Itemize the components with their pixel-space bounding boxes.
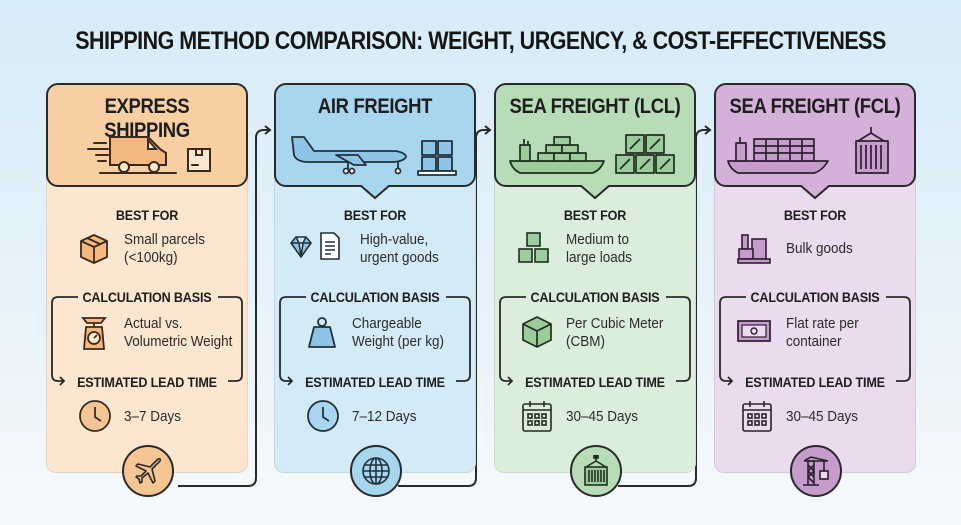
best-for-text-line1: Small parcels [124, 232, 205, 248]
method-name: SEA FREIGHT (FCL) [729, 95, 901, 118]
method-card-express-shipping: EXPRESS SHIPPING BEST FOR [46, 83, 248, 497]
calculation-basis-label: CALCULATION BASIS [82, 289, 212, 305]
card-header: AIR FREIGHT [274, 83, 476, 187]
globe-icon [362, 457, 390, 485]
best-for-text-line1: High-value, [360, 232, 429, 248]
best-for-label: BEST FOR [115, 207, 179, 223]
method-name: AIR FREIGHT [317, 95, 433, 118]
calendar-icon [522, 401, 552, 432]
weight-icon [308, 317, 336, 348]
header-pointer [800, 185, 830, 200]
lead-time-label: ESTIMATED LEAD TIME [745, 374, 885, 390]
calculation-basis-label: CALCULATION BASIS [310, 289, 440, 305]
method-badge [570, 445, 622, 497]
best-for-text-line2: urgent goods [360, 250, 439, 266]
cardboard-box-icon [80, 234, 108, 264]
best-for-label: BEST FOR [783, 207, 847, 223]
clock-icon [307, 400, 339, 432]
lead-time-label: ESTIMATED LEAD TIME [525, 374, 665, 390]
stacked-boxes-icon [518, 232, 549, 263]
airplane-icon [135, 457, 162, 484]
delivery-van-icon [87, 136, 211, 174]
calculation-basis-text-line1: Chargeable [352, 316, 422, 332]
calculation-basis-text-line2: (CBM) [566, 334, 605, 350]
cube-icon [522, 316, 552, 348]
cargo-ship-icon [509, 134, 675, 174]
calculation-basis-text-line2: container [786, 334, 842, 350]
method-card-air-freight: AIR FREIGHT BEST FOR [274, 83, 476, 497]
header-pointer [580, 185, 610, 200]
lead-time-label: ESTIMATED LEAD TIME [77, 374, 217, 390]
factory-icon [737, 234, 771, 264]
lead-time-value: 30–45 Days [786, 409, 858, 425]
calculation-basis-label: CALCULATION BASIS [530, 289, 660, 305]
card-header: SEA FREIGHT (LCL) [494, 83, 696, 187]
method-card-sea-freight-fcl: SEA FREIGHT (FCL) BEST FOR [714, 83, 916, 497]
method-badge [350, 445, 402, 497]
calculation-basis-text-line2: Volumetric Weight [124, 334, 233, 350]
best-for-text-line1: Bulk goods [786, 241, 853, 257]
card-header: EXPRESS SHIPPING [46, 83, 248, 187]
best-for-text-line2: large loads [566, 250, 632, 266]
best-for-text-line1: Medium to [566, 232, 629, 248]
calendar-icon [742, 401, 772, 432]
banknote-icon [737, 320, 771, 342]
calculation-basis-text-line1: Per Cubic Meter [566, 316, 664, 332]
calculation-basis-label: CALCULATION BASIS [750, 289, 880, 305]
lead-time-value: 3–7 Days [124, 409, 181, 425]
diamond-icon [290, 236, 312, 258]
method-badge [790, 445, 842, 497]
method-badge [122, 445, 174, 497]
best-for-text-line2: (<100kg) [124, 250, 178, 266]
best-for-label: BEST FOR [343, 207, 407, 223]
kitchen-scale-icon [81, 317, 107, 350]
calculation-basis-text-line1: Flat rate per [786, 316, 859, 332]
document-icon [320, 232, 340, 260]
calculation-basis-text-line2: Weight (per kg) [352, 334, 444, 350]
method-name: SEA FREIGHT (LCL) [509, 95, 681, 118]
lead-time-label: ESTIMATED LEAD TIME [305, 374, 445, 390]
crane-icon [803, 456, 829, 486]
calculation-basis-text-line1: Actual vs. [124, 316, 183, 332]
card-header: SEA FREIGHT (FCL) [714, 83, 916, 187]
hoisted-container-icon [584, 455, 608, 486]
container-ship-icon [727, 127, 889, 174]
header-pointer [360, 185, 390, 200]
method-card-sea-freight-lcl: SEA FREIGHT (LCL) [494, 83, 696, 497]
cargo-airplane-icon [291, 136, 457, 176]
lead-time-value: 7–12 Days [352, 409, 417, 425]
lead-time-value: 30–45 Days [566, 409, 638, 425]
best-for-label: BEST FOR [563, 207, 627, 223]
clock-icon [79, 400, 111, 432]
page-title: SHIPPING METHOD COMPARISON: WEIGHT, URGE… [75, 27, 886, 55]
